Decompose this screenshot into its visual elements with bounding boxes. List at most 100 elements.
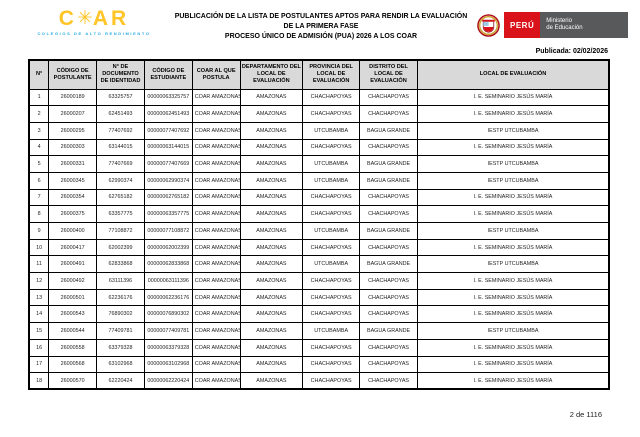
column-header: DISTRITO DEL LOCAL DE EVALUACIÓN [359,59,419,90]
table-cell: COAR AMAZONAS [191,188,241,207]
table-cell: 62833868 [96,255,145,274]
table-cell: I. E. SEMINARIO JESÚS MARÍA [417,305,610,324]
table-cell: 00000063102968 [143,355,193,374]
table-cell: UTCUBAMBA [302,121,361,140]
table-cell: 26000543 [48,305,98,324]
table-cell: 62002399 [96,238,145,257]
table-cell: CHACHAPOYAS [359,372,419,390]
title-line-3: PROCESO ÚNICO DE ADMISIÓN (PUA) 2026 A L… [224,33,418,40]
table-cell: 00000063144015 [143,138,193,157]
table-cell: 76890302 [96,305,145,324]
table-cell: 26000400 [48,222,98,240]
table-cell: CHACHAPOYAS [302,272,361,290]
table-cell: 77407669 [96,155,145,173]
column-header: PROVINCIA DEL LOCAL DE EVALUACIÓN [302,59,361,90]
table-cell: 00000062765182 [143,188,193,207]
peru-coat-of-arms-icon [477,13,500,37]
table-cell: CHACHAPOYAS [359,105,419,123]
table-cell: CHACHAPOYAS [302,105,361,123]
table-cell: CHACHAPOYAS [302,138,361,157]
table-cell: CHACHAPOYAS [359,288,419,307]
table-cell: UTCUBAMBA [302,222,361,240]
table-cell: 26000207 [48,105,98,123]
minedu-logo: PERÚ Ministerio de Educación [504,12,628,38]
table-cell: I. E. SEMINARIO JESÚS MARÍA [417,272,610,290]
table-cell: AMAZONAS [239,372,304,390]
table-cell: 5 [28,155,50,173]
table-row: 11 26000491 62833868 00000062833868 COAR AMA… [28,255,610,274]
title-line-2: DE LA PRIMERA FASE [283,23,359,30]
table-cell: COAR AMAZONAS [191,205,241,223]
table-cell: AMAZONAS [239,222,304,240]
page-title: PUBLICACIÓN DE LA LISTA DE POSTULANTES A… [170,7,472,42]
table-cell: 10 [28,238,50,257]
table-cell: COAR AMAZONAS [191,338,241,357]
table-row: 12 26000492 63111396 00000063111396 COAR AMA… [28,272,610,290]
table-cell: COAR AMAZONAS [191,255,241,274]
table-cell: 26000492 [48,272,98,290]
table-cell: I. E. SEMINARIO JESÚS MARÍA [417,205,610,223]
table-cell: AMAZONAS [239,288,304,307]
table-cell: 26000295 [48,121,98,140]
table-cell: CHACHAPOYAS [302,372,361,390]
table-cell: 26000491 [48,255,98,274]
table-cell: COAR AMAZONAS [191,305,241,324]
table-cell: 26000303 [48,138,98,157]
table-row: 3 26000295 77407692 00000077407692 COAR AMAZ… [28,121,610,140]
table-cell: I. E. SEMINARIO JESÚS MARÍA [417,88,610,107]
table-cell: AMAZONAS [239,338,304,357]
table-header-row: N° CÓDIGO DE POSTULANTE N° DE DOCUMENTO DE… [28,59,610,90]
table-cell: CHACHAPOYAS [302,338,361,357]
table-cell: 63144015 [96,138,145,157]
table-cell: AMAZONAS [239,171,304,190]
table-cell: CHACHAPOYAS [302,305,361,324]
table-cell: 7 [28,188,50,207]
table-cell: COAR AMAZONAS [191,372,241,390]
table-row: 17 26000568 63102968 00000063102968 COAR AMA… [28,355,610,374]
column-header: N° [28,59,50,90]
table-cell: I. E. SEMINARIO JESÚS MARÍA [417,288,610,307]
table-cell: 77409781 [96,322,145,340]
table-cell: 6 [28,171,50,190]
table-cell: 00000077409781 [143,322,193,340]
table-cell: AMAZONAS [239,255,304,274]
table-cell: IESTP UTCUBAMBA [417,222,610,240]
table-cell: AMAZONAS [239,188,304,207]
table-cell: 63111396 [96,272,145,290]
table-cell: 00000062990374 [143,171,193,190]
table-cell: IESTP UTCUBAMBA [417,155,610,173]
table-cell: 14 [28,305,50,324]
table-row: 1 26000189 63325757 00000063325757 COAR AMAZ… [28,88,610,107]
title-line-1: PUBLICACIÓN DE LA LISTA DE POSTULANTES A… [174,13,468,20]
coar-logo: C✳AR COLEGIOS DE ALTO RENDIMIENTO [18,7,170,36]
table-cell: IESTP UTCUBAMBA [417,171,610,190]
table-cell: 11 [28,255,50,274]
table-cell: 00000062451493 [143,105,193,123]
table-cell: 00000062833868 [143,255,193,274]
table-cell: CHACHAPOYAS [359,138,419,157]
table-cell: 00000063357775 [143,205,193,223]
table-cell: AMAZONAS [239,138,304,157]
table-cell: AMAZONAS [239,322,304,340]
ministry-label: Ministerio de Educación [546,18,583,31]
table-row: 4 26000303 63144015 00000063144015 COAR AMAZ… [28,138,610,157]
table-cell: CHACHAPOYAS [359,338,419,357]
table-cell: 9 [28,222,50,240]
table-cell: UTCUBAMBA [302,155,361,173]
table-cell: UTCUBAMBA [302,255,361,274]
table-cell: 00000062220424 [143,372,193,390]
table-cell: BAGUA GRANDE [359,155,419,173]
table-cell: 00000063111396 [143,272,193,290]
table-row: 15 26000544 77409781 00000077409781 COAR AMA… [28,322,610,340]
table-cell: 00000063379328 [143,338,193,357]
table-cell: 18 [28,372,50,390]
page-header: C✳AR COLEGIOS DE ALTO RENDIMIENTO PUBLIC… [0,0,640,42]
page-number: 2 de 1116 [569,410,602,419]
table-cell: 62765182 [96,188,145,207]
table-cell: UTCUBAMBA [302,171,361,190]
table-cell: COAR AMAZONAS [191,322,241,340]
table-cell: 4 [28,138,50,157]
table-cell: 00000076890302 [143,305,193,324]
table-cell: CHACHAPOYAS [359,88,419,107]
table-cell: I. E. SEMINARIO JESÚS MARÍA [417,238,610,257]
